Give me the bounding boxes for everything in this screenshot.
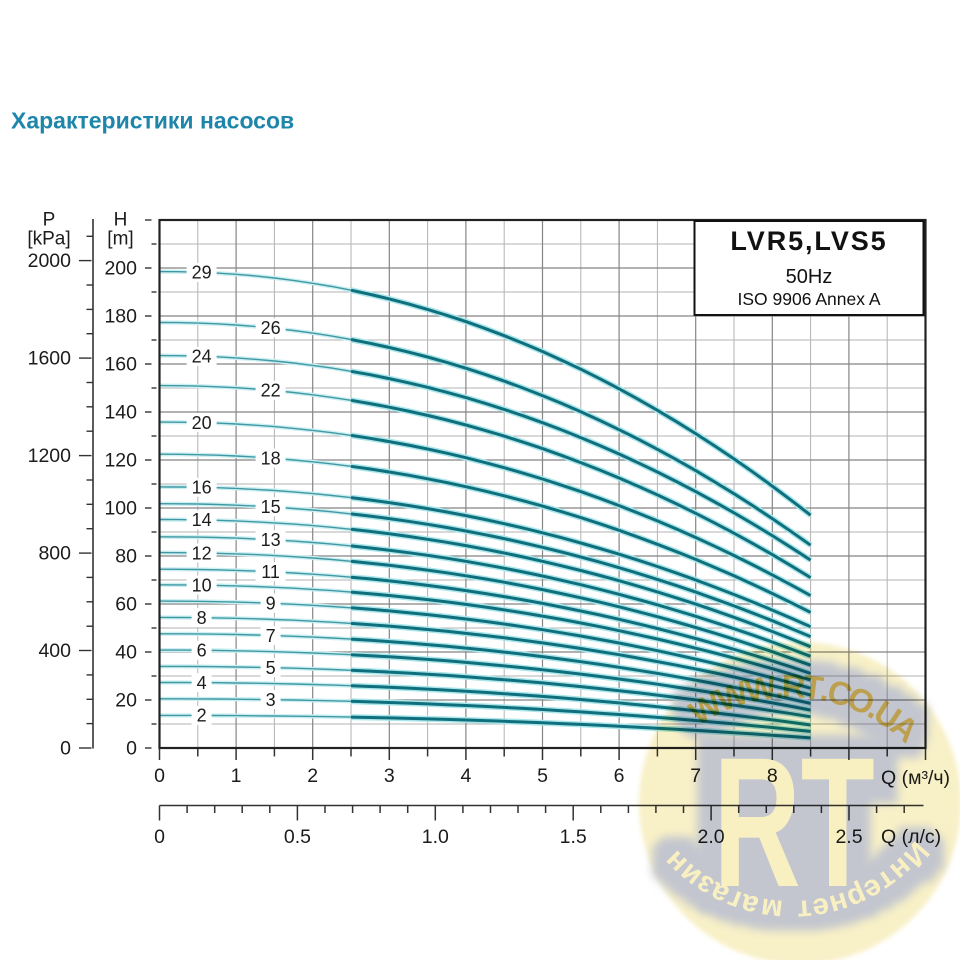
svg-text:1600: 1600 bbox=[28, 348, 72, 370]
svg-text:[m]: [m] bbox=[107, 229, 133, 250]
svg-text:1: 1 bbox=[231, 765, 242, 787]
svg-text:е: е bbox=[810, 890, 832, 925]
svg-text:2000: 2000 bbox=[28, 250, 72, 272]
svg-text:T: T bbox=[801, 668, 826, 707]
svg-text:R: R bbox=[781, 667, 806, 704]
svg-text:0: 0 bbox=[154, 826, 165, 848]
svg-text:6: 6 bbox=[197, 641, 207, 661]
svg-text:20: 20 bbox=[192, 413, 212, 433]
svg-text:1.5: 1.5 bbox=[560, 826, 587, 848]
svg-text:RT: RT bbox=[713, 719, 875, 926]
svg-text:4: 4 bbox=[197, 673, 207, 693]
svg-text:е: е bbox=[810, 890, 832, 925]
svg-text:5: 5 bbox=[266, 658, 276, 678]
svg-text:LVR5,LVS5: LVR5,LVS5 bbox=[730, 226, 887, 256]
svg-text:11: 11 bbox=[261, 562, 280, 582]
svg-text:W: W bbox=[742, 668, 780, 710]
svg-text:0: 0 bbox=[60, 738, 71, 760]
svg-text:200: 200 bbox=[104, 258, 137, 280]
svg-text:4: 4 bbox=[460, 765, 471, 787]
svg-text:40: 40 bbox=[115, 642, 137, 664]
svg-text:м: м bbox=[759, 892, 785, 927]
svg-text:100: 100 bbox=[104, 498, 137, 520]
svg-text:H: H bbox=[114, 210, 128, 231]
svg-text:3: 3 bbox=[384, 765, 395, 787]
svg-text:.: . bbox=[773, 668, 785, 706]
svg-text:R: R bbox=[781, 667, 806, 704]
svg-text:400: 400 bbox=[38, 640, 71, 662]
svg-text:10: 10 bbox=[192, 575, 212, 595]
svg-text:RT: RT bbox=[713, 719, 875, 926]
svg-text:29: 29 bbox=[192, 263, 212, 283]
svg-text:P: P bbox=[43, 210, 56, 231]
svg-text:[kPa]: [kPa] bbox=[27, 229, 70, 250]
svg-text:3: 3 bbox=[266, 690, 276, 710]
svg-text:2: 2 bbox=[197, 706, 207, 726]
svg-text:16: 16 bbox=[192, 478, 212, 498]
svg-text:13: 13 bbox=[261, 530, 281, 550]
svg-text:60: 60 bbox=[115, 594, 137, 616]
svg-text:26: 26 bbox=[261, 318, 281, 338]
svg-text:м: м bbox=[759, 892, 785, 927]
svg-text:12: 12 bbox=[192, 543, 212, 563]
svg-text:8: 8 bbox=[197, 608, 207, 628]
svg-text:80: 80 bbox=[115, 546, 137, 568]
svg-text:160: 160 bbox=[104, 354, 137, 376]
svg-text:0: 0 bbox=[154, 765, 165, 787]
svg-text:6: 6 bbox=[614, 765, 625, 787]
svg-text:140: 140 bbox=[104, 402, 137, 424]
svg-text:т: т bbox=[796, 893, 813, 927]
svg-text:1200: 1200 bbox=[28, 445, 72, 467]
svg-text:Характеристики насосов: Характеристики насосов bbox=[11, 108, 294, 134]
svg-text:0: 0 bbox=[126, 738, 137, 760]
svg-text:14: 14 bbox=[192, 510, 212, 530]
svg-text:T: T bbox=[801, 668, 826, 707]
svg-text:24: 24 bbox=[192, 347, 212, 367]
svg-text:0.5: 0.5 bbox=[284, 826, 311, 848]
svg-text:5: 5 bbox=[537, 765, 548, 787]
svg-text:т: т bbox=[796, 893, 813, 927]
svg-text:800: 800 bbox=[38, 543, 71, 565]
svg-text:22: 22 bbox=[261, 381, 281, 401]
svg-text:1.0: 1.0 bbox=[422, 826, 449, 848]
svg-text:120: 120 bbox=[104, 450, 137, 472]
svg-text:7: 7 bbox=[266, 626, 276, 646]
svg-text:15: 15 bbox=[261, 497, 281, 517]
svg-text:2: 2 bbox=[307, 765, 318, 787]
svg-text:ISO 9906 Annex A: ISO 9906 Annex A bbox=[737, 289, 880, 309]
svg-text:18: 18 bbox=[261, 448, 281, 468]
svg-text:9: 9 bbox=[266, 594, 276, 614]
svg-text:20: 20 bbox=[115, 690, 137, 712]
svg-text:180: 180 bbox=[104, 306, 137, 328]
svg-text:.: . bbox=[773, 668, 785, 706]
svg-text:W: W bbox=[742, 668, 780, 710]
svg-text:50Hz: 50Hz bbox=[786, 266, 833, 288]
